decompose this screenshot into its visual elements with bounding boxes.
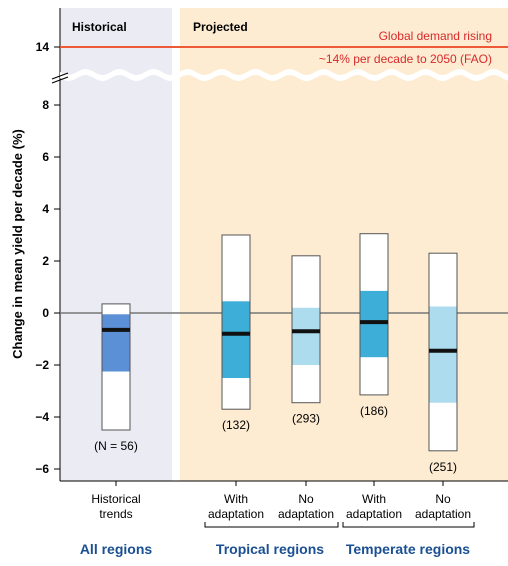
axis-break-wave	[60, 69, 508, 81]
category-label-line2-1: adaptation	[208, 507, 264, 521]
group-brackets: All regions Tropical regions Temperate reg…	[80, 522, 475, 557]
y-tick-label-0: 14	[36, 40, 50, 54]
box-1: (132)	[221, 234, 251, 432]
box-plots: (N = 56) (132) (293) (186) (251)	[94, 233, 458, 474]
category-label-line2-0: trends	[99, 507, 132, 521]
category-label-line2-3: adaptation	[346, 507, 402, 521]
group-bracket-1	[204, 522, 339, 528]
y-tick-label-7: −4	[35, 410, 49, 424]
group-label-1: Tropical regions	[216, 541, 324, 557]
category-label-line1-0: Historical	[91, 492, 140, 506]
box-3: (186)	[359, 233, 389, 418]
y-axis-label: Change in mean yield per decade (%)	[10, 129, 25, 359]
y-tick-label-2: 6	[42, 150, 49, 164]
category-label-line1-1: With	[224, 492, 248, 506]
reference-line-label-1: Global demand rising	[379, 29, 492, 43]
box-iqr-2	[292, 307, 320, 365]
box-0: (N = 56)	[94, 303, 138, 453]
box-iqr-0	[102, 314, 130, 372]
box-n-label-3: (186)	[360, 404, 388, 418]
box-4: (251)	[428, 252, 458, 474]
category-labels: HistoricaltrendsWithadaptationNoadaptati…	[91, 481, 471, 521]
y-tick-label-6: −2	[35, 358, 49, 372]
box-iqr-4	[429, 306, 457, 403]
box-iqr-1	[222, 301, 250, 378]
category-label-line1-2: No	[298, 492, 314, 506]
category-label-line2-2: adaptation	[278, 507, 334, 521]
box-n-label-2: (293)	[292, 412, 320, 426]
y-tick-label-3: 4	[42, 202, 49, 216]
y-axis-ticks: 14 8 6 4 2 0 −2 −4 −6	[35, 40, 60, 476]
projected-panel-label: Projected	[193, 20, 248, 34]
box-n-label-4: (251)	[429, 460, 457, 474]
category-label-line2-4: adaptation	[415, 507, 471, 521]
group-bracket-2	[342, 522, 475, 528]
group-label-0: All regions	[80, 541, 153, 557]
category-label-line1-3: With	[362, 492, 386, 506]
category-label-line1-4: No	[435, 492, 451, 506]
group-label-2: Temperate regions	[346, 541, 470, 557]
y-tick-label-5: 0	[42, 306, 49, 320]
y-tick-label-1: 8	[42, 98, 49, 112]
historical-panel-label: Historical	[72, 20, 127, 34]
y-tick-label-4: 2	[42, 254, 49, 268]
box-2: (293)	[291, 255, 321, 426]
box-n-label-0: (N = 56)	[94, 439, 138, 453]
box-n-label-1: (132)	[222, 418, 250, 432]
axis-break-mark	[51, 72, 69, 84]
reference-line-label-2: ~14% per decade to 2050 (FAO)	[319, 52, 492, 66]
y-tick-label-8: −6	[35, 462, 49, 476]
